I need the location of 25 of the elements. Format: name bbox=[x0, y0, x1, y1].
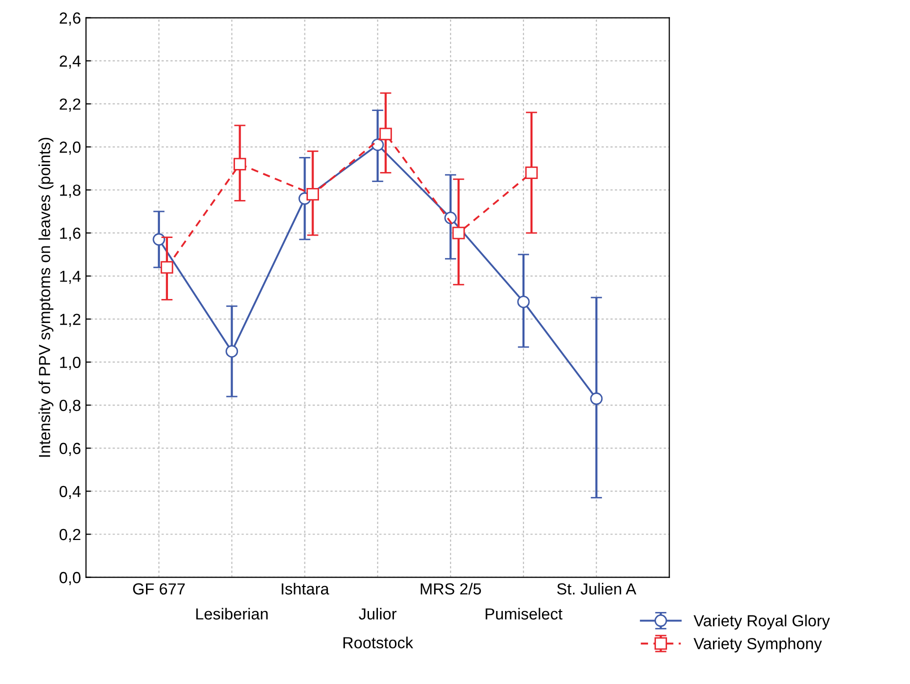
y-tick-label: 0,0 bbox=[60, 572, 81, 586]
y-tick-label: 1,6 bbox=[60, 228, 80, 241]
x-tick-label: GF 677 bbox=[133, 583, 185, 595]
y-tick-label: 1,8 bbox=[60, 184, 80, 198]
x-axis-title: Rootstock bbox=[343, 636, 414, 648]
legend-label: Variety Symphony bbox=[694, 638, 822, 652]
y-tick-label: 1,4 bbox=[60, 270, 81, 284]
x-tick-label: MRS 2/5 bbox=[420, 582, 481, 595]
x-tick-label: Julior bbox=[358, 608, 396, 620]
x-tick-label: Pumiselect bbox=[486, 608, 562, 620]
y-tick-label: 2,0 bbox=[60, 142, 81, 155]
y-tick-label: 2,4 bbox=[60, 55, 81, 69]
y-tick-label: 0,4 bbox=[60, 486, 81, 500]
y-tick-label: 0,6 bbox=[60, 442, 80, 456]
x-tick-label: Lesiberian bbox=[196, 608, 268, 620]
y-tick-label: 1,2 bbox=[60, 314, 80, 327]
y-axis-title: Intensity of PPV symptoms on leaves (points) bbox=[38, 138, 54, 457]
x-tick-label: Ishtara bbox=[282, 582, 330, 595]
y-tick-label: 2,6 bbox=[60, 12, 80, 26]
y-tick-label: 0,8 bbox=[60, 400, 80, 413]
y-tick-label: 2,2 bbox=[60, 98, 80, 112]
y-tick-label: 1,0 bbox=[60, 356, 81, 370]
y-tick-label: 0,2 bbox=[60, 528, 80, 542]
x-tick-label: St. Julien A bbox=[557, 582, 636, 595]
legend-label: Variety Royal Glory bbox=[694, 614, 830, 630]
